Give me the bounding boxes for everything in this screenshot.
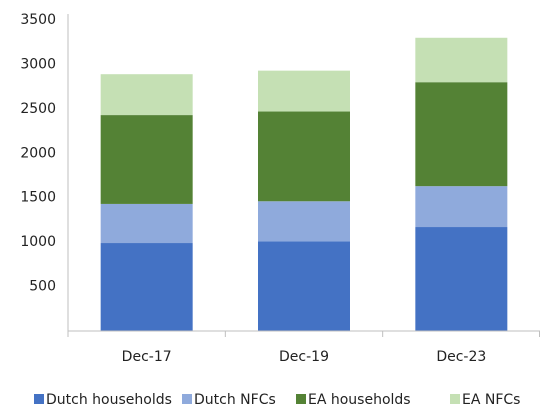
legend-label: Dutch NFCs (194, 392, 276, 407)
bar-segment (100, 203, 193, 244)
y-tick-label: 1500 (20, 190, 56, 206)
y-tick-label: 3000 (20, 56, 56, 72)
bar-segment (258, 111, 350, 202)
legend-swatch (34, 394, 44, 404)
y-tick-label: 2000 (20, 145, 56, 161)
bar-segment (100, 243, 193, 331)
legend-swatch (296, 394, 306, 404)
legend-swatch (450, 394, 460, 404)
y-tick-label: 3500 (20, 12, 56, 28)
x-tick-label: Dec-19 (279, 349, 329, 365)
bar-segment (100, 115, 193, 204)
x-tick-label: Dec-23 (436, 349, 486, 365)
legend-swatch (182, 394, 192, 404)
bar-segment (258, 70, 350, 112)
y-tick-label: 1000 (20, 234, 56, 250)
bar-segment (100, 74, 193, 116)
x-tick-label: Dec-17 (122, 349, 172, 365)
bar-segment (415, 82, 508, 187)
y-tick-label: 2500 (20, 101, 56, 117)
bar-segment (415, 227, 508, 331)
y-tick-label: 500 (29, 279, 56, 295)
bar-segment (415, 186, 508, 228)
legend-label: EA NFCs (462, 392, 520, 407)
bar-segment (415, 37, 508, 83)
bar-segment (258, 201, 350, 242)
legend-label: Dutch households (46, 392, 172, 407)
legend-label: EA households (308, 392, 411, 407)
bar-segment (258, 241, 350, 331)
